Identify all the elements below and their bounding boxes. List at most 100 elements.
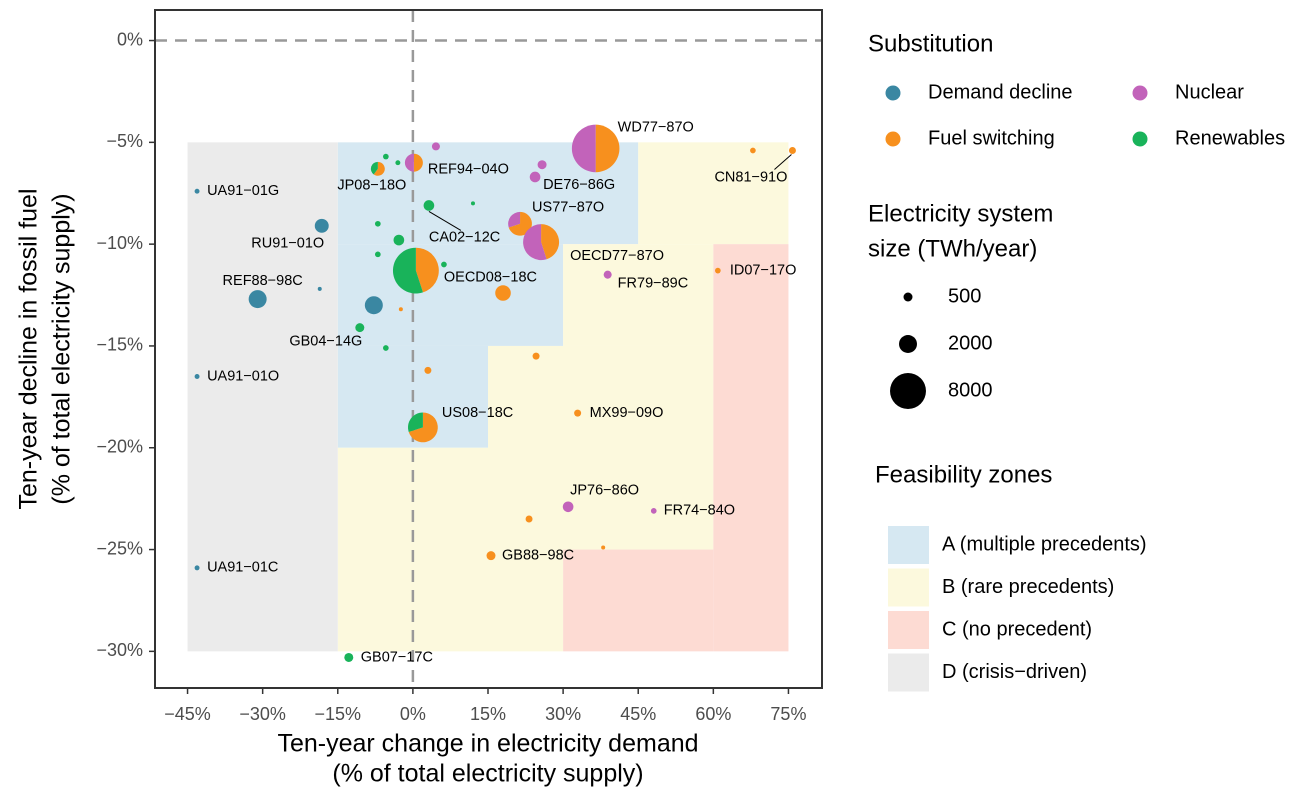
point-label: UA91−01G: [207, 183, 279, 199]
y-tick-label: −5%: [106, 131, 143, 151]
pie-slice: [404, 153, 414, 172]
legend-label: Fuel switching: [928, 127, 1055, 149]
pie-slice: [523, 224, 547, 261]
pie-slice: [370, 161, 378, 175]
legend-title: Electricity system: [868, 200, 1053, 227]
pie-slice: [541, 224, 560, 260]
point-label: UA91−01C: [207, 560, 278, 576]
pie-slice: [413, 153, 423, 172]
point: [344, 652, 354, 662]
legend-label: D (crisis−driven): [942, 661, 1087, 683]
y-tick-label: −10%: [96, 233, 143, 253]
legend-swatch: [1132, 85, 1148, 101]
point: [562, 501, 574, 513]
point-label: FR79−89C: [618, 276, 689, 292]
zone-area: [713, 244, 789, 652]
pie-slice: [392, 247, 423, 294]
x-axis-title: (% of total electricity supply): [332, 760, 643, 788]
x-tick-label: 60%: [695, 704, 731, 724]
y-tick-label: 0%: [117, 29, 143, 49]
point-label: JP76−86O: [570, 483, 639, 499]
plot-border: [154, 9, 823, 689]
point: [317, 286, 322, 291]
legend-label: Demand decline: [928, 81, 1073, 103]
legend-title: Feasibility zones: [875, 461, 1052, 488]
y-tick-label: −20%: [96, 436, 143, 456]
leader-line: [428, 211, 462, 231]
point: [603, 270, 612, 279]
point: [532, 352, 540, 360]
point: [314, 218, 329, 233]
point-label: US77−87O: [532, 200, 604, 216]
point: [395, 160, 401, 166]
point: [441, 261, 447, 268]
point: [650, 508, 657, 514]
point: [601, 545, 606, 550]
pie-slice: [407, 412, 423, 432]
point: [374, 220, 381, 227]
zone-area: [337, 244, 564, 346]
legend-size: [903, 292, 913, 302]
point: [393, 234, 405, 246]
x-tick-label: 30%: [545, 704, 581, 724]
point-label: US08−18C: [442, 405, 513, 421]
y-axis-title: Ten-year decline in fossil fuel: [15, 189, 43, 510]
point: [750, 147, 756, 154]
legend-swatch: [888, 568, 929, 607]
point: [355, 323, 365, 333]
point: [537, 160, 547, 170]
zone-area: [187, 142, 338, 652]
point: [431, 142, 440, 151]
point-label: REF94−04O: [428, 162, 509, 178]
point: [529, 171, 541, 183]
point-label: JP08−18O: [337, 178, 406, 194]
y-tick-label: −25%: [96, 538, 143, 558]
point: [788, 147, 796, 154]
legend-label: B (rare precedents): [942, 576, 1114, 598]
point-label: MX99−09O: [590, 405, 664, 421]
legend-label: 2000: [948, 332, 993, 354]
point: [495, 285, 511, 301]
point-label: CN81−91O: [714, 169, 787, 185]
x-axis-title: Ten-year change in electricity demand: [277, 730, 698, 758]
point-label: REF88−98C: [223, 273, 303, 289]
zone-area: [563, 549, 714, 652]
legend-swatch: [885, 85, 901, 101]
zone-area: [563, 244, 714, 346]
legend-title: Substitution: [868, 30, 993, 57]
x-tick-label: 15%: [470, 704, 506, 724]
legend-label: A (multiple precedents): [942, 533, 1147, 555]
legend-swatch: [885, 131, 901, 147]
point: [383, 345, 389, 351]
legend-label: 8000: [948, 379, 993, 401]
leader-line: [774, 154, 792, 170]
point-label: OECD77−87O: [570, 248, 664, 264]
point-label: GB88−98C: [502, 547, 574, 563]
x-tick-label: 0%: [400, 704, 426, 724]
x-tick-label: 45%: [620, 704, 656, 724]
legend-title: size (TWh/year): [868, 235, 1037, 262]
legend-swatch: [888, 653, 929, 692]
point: [194, 374, 200, 379]
point: [364, 296, 383, 315]
point-label: FR74−84O: [664, 503, 735, 519]
y-tick-label: −30%: [96, 640, 143, 660]
point-label: WD77−87O: [618, 119, 694, 135]
legend-label: Renewables: [1175, 127, 1285, 149]
pie-slice: [408, 412, 438, 443]
point-label: GB04−14G: [289, 333, 362, 349]
pie-slice: [373, 161, 385, 176]
legend-label: 500: [948, 285, 981, 307]
point: [374, 251, 381, 258]
point-label: UA91−01O: [207, 368, 279, 384]
x-tick-label: −15%: [315, 704, 362, 724]
y-tick-label: −15%: [96, 335, 143, 355]
point: [194, 188, 200, 194]
x-tick-label: −45%: [164, 704, 211, 724]
zone-area: [337, 447, 564, 652]
point: [383, 153, 389, 160]
point: [715, 267, 721, 274]
point: [194, 565, 200, 571]
point: [525, 515, 533, 523]
zone-area: [638, 142, 789, 245]
